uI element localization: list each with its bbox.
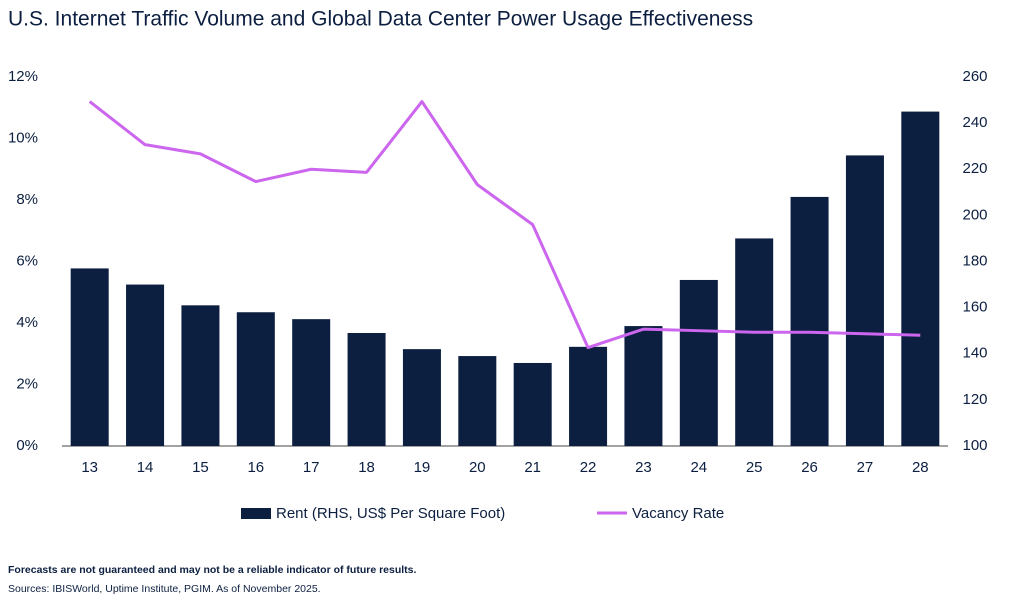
bar xyxy=(402,349,441,446)
source: Sources: IBISWorld, Uptime Institute, PG… xyxy=(8,583,321,595)
bar xyxy=(458,356,497,446)
y-tick-label: 6% xyxy=(16,252,38,269)
x-tick-label: 14 xyxy=(137,459,154,476)
bar xyxy=(845,155,884,446)
y2-tick-label: 160 xyxy=(962,299,987,316)
x-tick-label: 15 xyxy=(192,459,209,476)
y-tick-label: 8% xyxy=(16,191,38,208)
bar xyxy=(679,279,718,446)
bar xyxy=(70,268,109,446)
y2-tick-label: 140 xyxy=(962,345,987,362)
bar xyxy=(181,305,220,446)
y-tick-label: 10% xyxy=(8,129,38,146)
x-tick-label: 27 xyxy=(857,459,874,476)
x-tick-label: 13 xyxy=(81,459,98,476)
x-tick-label: 18 xyxy=(358,459,375,476)
bar xyxy=(790,196,829,446)
bar xyxy=(901,111,940,446)
x-tick-label: 16 xyxy=(247,459,264,476)
y2-tick-label: 240 xyxy=(962,114,987,131)
chart-title: U.S. Internet Traffic Volume and Global … xyxy=(8,8,753,31)
bar xyxy=(569,346,608,446)
bar xyxy=(126,284,165,446)
y2-tick-label: 180 xyxy=(962,252,987,269)
x-tick-label: 17 xyxy=(303,459,320,476)
x-tick-label: 23 xyxy=(635,459,652,476)
x-tick-label: 22 xyxy=(580,459,597,476)
x-tick-label: 21 xyxy=(524,459,541,476)
bar xyxy=(292,319,331,446)
y2-tick-label: 220 xyxy=(962,160,987,177)
bar xyxy=(513,362,552,446)
y-tick-label: 0% xyxy=(16,437,38,454)
y-tick-label: 4% xyxy=(16,314,38,331)
y2-tick-label: 120 xyxy=(962,391,987,408)
line xyxy=(88,100,921,350)
x-tick-label: 28 xyxy=(912,459,929,476)
legend-label: Vacancy Rate xyxy=(632,505,724,522)
x-tick-label: 19 xyxy=(414,459,431,476)
footnote: Forecasts are not guaranteed and may not… xyxy=(8,564,417,576)
x-tick-label: 24 xyxy=(690,459,707,476)
x-tick-label: 20 xyxy=(469,459,486,476)
y2-tick-label: 260 xyxy=(962,68,987,85)
bar xyxy=(624,326,663,446)
bar xyxy=(236,312,275,446)
bar xyxy=(735,238,774,446)
y2-tick-label: 200 xyxy=(962,206,987,223)
x-tick-label: 25 xyxy=(746,459,763,476)
x-tick-label: 26 xyxy=(801,459,818,476)
legend-swatch xyxy=(241,508,271,519)
bar xyxy=(347,332,386,446)
y-tick-label: 2% xyxy=(16,375,38,392)
legend-label: Rent (RHS, US$ Per Square Foot) xyxy=(276,505,505,522)
y2-tick-label: 100 xyxy=(962,437,987,454)
y-tick-label: 12% xyxy=(8,68,38,85)
